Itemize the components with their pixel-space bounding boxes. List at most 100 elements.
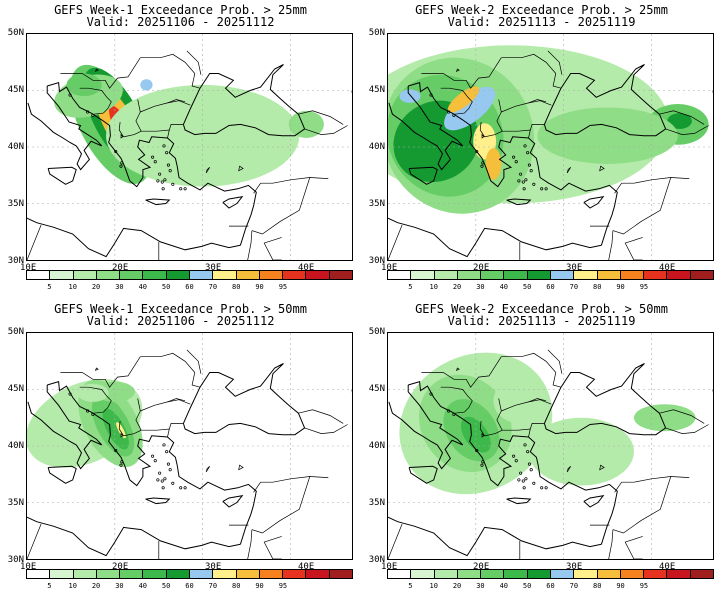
coastline: [27, 401, 102, 470]
lake: [566, 466, 571, 473]
country-border: [665, 125, 709, 135]
colorbar-swatch: [27, 570, 51, 578]
colorbar-tick-label: 50: [522, 283, 532, 291]
country-border: [186, 349, 202, 374]
colorbar-swatch: [388, 570, 412, 578]
colorbar-swatch: [457, 271, 482, 279]
colorbar-tick-label: 5: [47, 582, 52, 590]
country-border: [260, 177, 329, 184]
colorbar-tick-label: 30: [115, 582, 124, 590]
country-border: [263, 237, 282, 260]
country-border: [659, 409, 705, 424]
island: [447, 409, 451, 413]
map-canvas: [388, 333, 713, 559]
country-border: [608, 529, 614, 559]
coastline: [46, 86, 103, 147]
island: [153, 160, 157, 164]
lat-label: 35N: [7, 498, 24, 508]
lon-label: 10E: [381, 263, 398, 273]
coastline: [408, 166, 438, 185]
country-border: [247, 529, 253, 559]
country-border: [168, 423, 184, 430]
island: [153, 459, 157, 463]
probability-contour: [485, 148, 502, 180]
island: [429, 93, 433, 97]
island: [521, 479, 525, 483]
colorbar-tick-label: 60: [185, 582, 194, 590]
coastline: [408, 81, 618, 246]
island: [527, 163, 531, 167]
probability-contour: [66, 73, 102, 97]
lon-label: 30E: [566, 562, 583, 572]
lake: [455, 367, 460, 371]
colorbar-tick-label: 90: [255, 283, 264, 291]
lake: [205, 167, 210, 174]
island: [165, 450, 169, 454]
lat-label: 35N: [7, 199, 24, 209]
colorbar-swatch: [189, 570, 214, 578]
coastline: [407, 86, 464, 147]
coastline: [182, 363, 306, 436]
lon-label: 10E: [20, 263, 37, 273]
colorbar-swatch: [504, 271, 528, 279]
country-border: [247, 230, 253, 260]
island: [68, 93, 72, 97]
coastline: [408, 380, 618, 545]
probability-contour: [27, 106, 29, 174]
colorbar-swatch: [620, 570, 645, 578]
colorbar-swatch: [96, 271, 121, 279]
country-border: [167, 99, 186, 104]
island: [91, 113, 95, 117]
island: [91, 412, 95, 416]
island: [161, 187, 165, 191]
country-border: [118, 398, 142, 437]
country-border: [479, 99, 503, 138]
colorbar-tick-label: 30: [115, 283, 124, 291]
country-border: [528, 99, 547, 104]
island: [512, 454, 516, 458]
colorbar-swatch: [259, 570, 284, 578]
lake: [599, 165, 605, 172]
colorbar-swatch: [620, 271, 645, 279]
coastline: [47, 465, 77, 484]
island: [166, 163, 170, 167]
colorbar-tick-label: 40: [499, 283, 508, 291]
colorbar-swatch: [690, 271, 713, 279]
map-panel: GEFS Week-2 Exceedance Prob. > 25mm Vali…: [361, 0, 722, 299]
lon-label: 40E: [659, 562, 676, 572]
probability-contour: [399, 89, 421, 103]
lat-label: 40N: [7, 441, 24, 451]
island: [179, 187, 183, 191]
probability-map: [387, 33, 714, 261]
lake: [120, 133, 124, 139]
coastline: [46, 385, 103, 446]
country-border: [502, 129, 531, 139]
country-border: [624, 536, 643, 559]
island: [519, 172, 523, 176]
colorbar-swatch: [388, 271, 412, 279]
colorbar-tick-label: 20: [91, 283, 101, 291]
island: [512, 155, 516, 159]
island: [544, 486, 548, 490]
colorbar-tick-label: 10: [68, 283, 77, 291]
probability-contour: [633, 404, 696, 432]
island: [166, 462, 170, 466]
map-panel: GEFS Week-1 Exceedance Prob. > 50mm Vali…: [0, 299, 361, 598]
island: [532, 182, 536, 186]
island: [523, 443, 527, 447]
probability-contour: [667, 113, 692, 129]
island: [120, 460, 124, 464]
colorbar-swatch: [166, 271, 190, 279]
lake: [481, 432, 485, 438]
colorbar-swatch: [329, 271, 352, 279]
map-canvas: [388, 34, 713, 260]
country-border: [614, 482, 622, 493]
island: [522, 486, 526, 490]
colorbar-swatch: [143, 570, 167, 578]
lon-label: 40E: [659, 263, 676, 273]
coastline: [388, 217, 602, 258]
lat-label: 30N: [368, 555, 385, 565]
country-border: [479, 398, 503, 437]
colorbar-swatch: [434, 271, 458, 279]
probability-contour: [528, 417, 634, 486]
